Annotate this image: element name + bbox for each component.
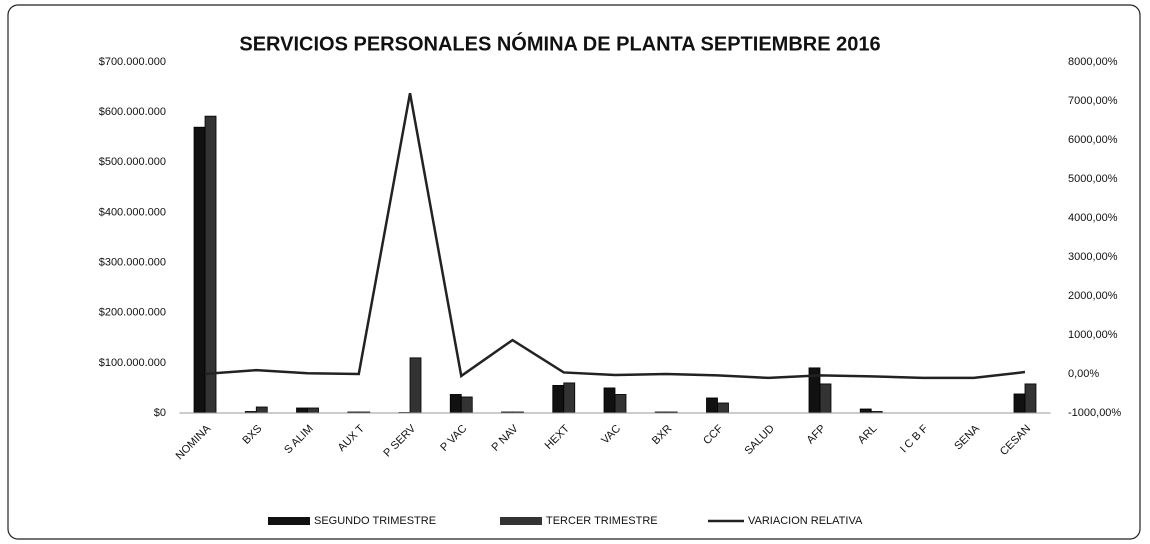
- x-tick-label: AUX T: [336, 422, 367, 453]
- y2-tick-label: 2000,00%: [1068, 290, 1118, 302]
- y-tick-label: $300.000.000: [99, 256, 166, 268]
- y-tick-label: $700.000.000: [99, 56, 166, 68]
- y2-tick-label: 4000,00%: [1068, 212, 1118, 224]
- bar: [204, 115, 217, 414]
- y-tick-label: $100.000.000: [99, 357, 166, 369]
- x-tick-label: SENA: [952, 422, 982, 452]
- x-tick-label: CESAN: [998, 423, 1033, 458]
- legend-label: VARIACION RELATIVA: [748, 515, 863, 527]
- bar: [717, 402, 729, 414]
- bar: [255, 406, 268, 414]
- x-tick-label: NOMINA: [174, 422, 214, 462]
- y-tick-label: $0: [154, 407, 166, 419]
- y2-tick-label: 8000,00%: [1068, 56, 1118, 68]
- y2-tick-label: 6000,00%: [1068, 134, 1118, 146]
- x-tick-label: BXR: [650, 423, 675, 448]
- line-series: [204, 92, 1026, 380]
- y2-tick-label: 0,00%: [1068, 368, 1099, 380]
- bar: [706, 397, 718, 414]
- y2-tick-label: -1000,00%: [1068, 407, 1121, 419]
- bar: [307, 407, 319, 414]
- y2-tick-label: 1000,00%: [1068, 329, 1118, 341]
- y-tick-label: $200.000.000: [99, 307, 166, 319]
- bar: [563, 382, 576, 414]
- y-tick-label: $600.000.000: [99, 106, 166, 118]
- bar: [296, 407, 308, 414]
- x-tick-label: VAC: [599, 423, 623, 447]
- bar: [1024, 383, 1037, 414]
- bar: [614, 394, 627, 414]
- x-tick-label: SALUD: [742, 423, 776, 457]
- x-tick-label: P VAC: [438, 423, 469, 454]
- bar: [819, 383, 832, 414]
- x-tick-label: P SERV: [381, 422, 418, 459]
- legend-label: TERCER TRIMESTRE: [546, 515, 658, 527]
- legend-swatch: [500, 517, 542, 525]
- x-tick-label: P NAV: [490, 422, 522, 454]
- bar: [449, 394, 462, 414]
- x-tick-label: BXS: [240, 423, 264, 447]
- bar: [552, 385, 565, 414]
- y2-tick-label: 7000,00%: [1068, 95, 1118, 107]
- x-tick-label: S ALIM: [282, 423, 316, 457]
- bar: [603, 387, 616, 414]
- x-tick-label: AFP: [805, 423, 829, 447]
- y-tick-label: $500.000.000: [99, 156, 166, 168]
- x-tick-label: ARL: [856, 423, 880, 447]
- bar: [1013, 393, 1026, 414]
- legend-label: SEGUNDO TRIMESTRE: [314, 515, 436, 527]
- chart-border: [7, 4, 1141, 540]
- bar: [460, 396, 473, 414]
- chart-title: SERVICIOS PERSONALES NÓMINA DE PLANTA SE…: [239, 31, 880, 55]
- bar: [859, 408, 872, 414]
- y-tick-label: $400.000.000: [99, 206, 166, 218]
- x-tick-label: HEXT: [543, 422, 572, 451]
- y2-tick-label: 5000,00%: [1068, 173, 1118, 185]
- y2-tick-label: 3000,00%: [1068, 251, 1118, 263]
- bar: [193, 126, 206, 414]
- legend-swatch: [268, 517, 310, 525]
- x-tick-label: I C B F: [898, 422, 931, 455]
- bar: [409, 357, 422, 414]
- x-tick-label: CCF: [701, 422, 726, 447]
